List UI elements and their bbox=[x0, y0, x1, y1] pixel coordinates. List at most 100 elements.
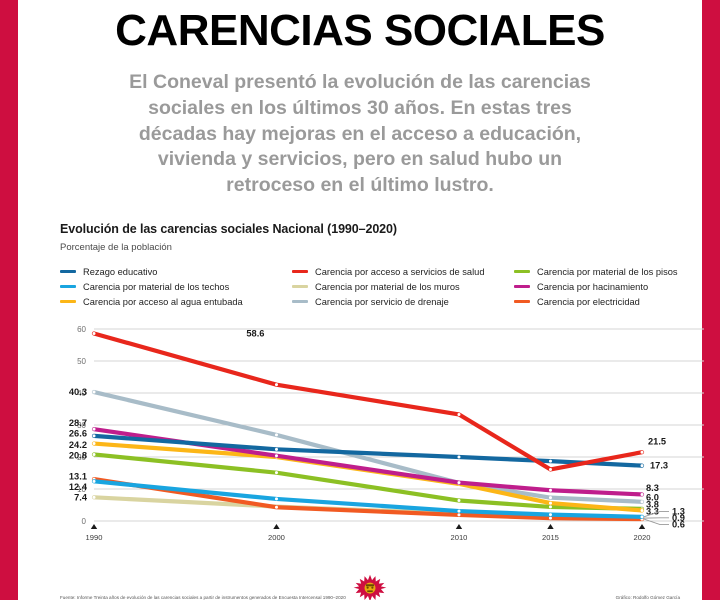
right-accent-bar bbox=[702, 0, 720, 600]
series-point bbox=[640, 450, 644, 454]
data-label-end: 6.0 bbox=[646, 492, 659, 502]
data-label-start: 20.8 bbox=[69, 451, 87, 461]
series-point bbox=[457, 481, 461, 485]
legend-swatch-icon bbox=[292, 284, 308, 289]
data-label-start: 26.6 bbox=[69, 429, 87, 439]
legend-label: Rezago educativo bbox=[83, 266, 158, 277]
content-area: CARENCIAS SOCIALES El Coneval presentó l… bbox=[18, 0, 704, 600]
x-axis-tick-label: 2020 bbox=[634, 533, 651, 542]
series-point bbox=[92, 479, 96, 483]
legend-swatch-icon bbox=[292, 269, 308, 274]
legend-swatch-icon bbox=[514, 284, 530, 289]
series-point bbox=[548, 496, 552, 500]
data-label-peak: 58.6 bbox=[246, 328, 264, 338]
series-point bbox=[548, 513, 552, 517]
legend-item[interactable]: Rezago educativo bbox=[60, 264, 292, 279]
data-label-start: 7.4 bbox=[74, 492, 88, 502]
legend-swatch-icon bbox=[292, 299, 308, 304]
series-point bbox=[548, 488, 552, 492]
series-point bbox=[92, 434, 96, 438]
data-label-start: 28.7 bbox=[69, 418, 87, 428]
series-point bbox=[274, 454, 278, 458]
series-point bbox=[457, 499, 461, 503]
legend-item[interactable]: Carencia por acceso a servicios de salud bbox=[292, 264, 514, 279]
series-point bbox=[548, 505, 552, 509]
series-point bbox=[274, 497, 278, 501]
legend-item[interactable]: Carencia por material de los muros bbox=[292, 279, 514, 294]
y-axis-tick-label: 20 bbox=[77, 453, 86, 462]
series-point bbox=[640, 492, 644, 496]
page-subtitle: El Coneval presentó la evolución de las … bbox=[129, 71, 591, 197]
x-axis-tick-label: 1990 bbox=[86, 533, 103, 542]
series-point bbox=[457, 513, 461, 517]
legend-label: Carencia por electricidad bbox=[537, 296, 640, 307]
legend-swatch-icon bbox=[514, 269, 530, 274]
legend-label: Carencia por hacinamiento bbox=[537, 281, 649, 292]
label-leader-line bbox=[643, 510, 669, 518]
data-label-start: 12.4 bbox=[69, 482, 88, 492]
legend-item[interactable]: Carencia por material de los techos bbox=[60, 279, 292, 294]
series-point bbox=[640, 508, 644, 512]
x-axis-tick-marker bbox=[638, 524, 646, 529]
series-point bbox=[92, 452, 96, 456]
y-axis-tick-label: 50 bbox=[77, 357, 86, 366]
series-point bbox=[92, 331, 96, 335]
y-axis-tick-label: 10 bbox=[77, 485, 86, 494]
series-point bbox=[640, 500, 644, 504]
chart-title: Evolución de las carencias sociales Naci… bbox=[60, 222, 397, 236]
x-axis-tick-marker bbox=[273, 524, 280, 529]
series-point bbox=[92, 442, 96, 446]
legend-item[interactable]: Carencia por acceso al agua entubada bbox=[60, 294, 292, 309]
series-point bbox=[640, 464, 644, 468]
footer: Fuente: Informe Treinta años de evolució… bbox=[60, 574, 680, 600]
data-label-end: 8.3 bbox=[646, 483, 659, 493]
y-axis-tick-label: 40 bbox=[77, 389, 86, 398]
legend-label: Carencia por acceso a servicios de salud bbox=[315, 266, 485, 277]
data-label-end: 0.9 bbox=[672, 513, 685, 523]
legend-swatch-icon bbox=[60, 299, 76, 304]
series-point bbox=[92, 495, 96, 499]
chart-block: Evolución de las carencias sociales Naci… bbox=[60, 222, 704, 549]
data-label-end: 3.3 bbox=[646, 507, 659, 517]
y-axis-tick-label: 60 bbox=[77, 325, 86, 334]
series-point bbox=[274, 505, 278, 509]
legend-item[interactable]: Carencia por electricidad bbox=[514, 294, 696, 309]
legend-item[interactable]: Carencia por servicio de drenaje bbox=[292, 294, 514, 309]
series-point bbox=[92, 390, 96, 394]
series-point bbox=[92, 427, 96, 431]
chart-subtitle: Porcentaje de la población bbox=[60, 242, 172, 253]
source-note: Fuente: Informe Treinta años de evolució… bbox=[60, 595, 346, 600]
data-label-end: 0.6 bbox=[672, 520, 685, 530]
legend-label: Carencia por servicio de drenaje bbox=[315, 296, 449, 307]
data-label-start: 13.1 bbox=[69, 472, 87, 482]
series-point bbox=[640, 515, 644, 519]
series-point bbox=[274, 471, 278, 475]
data-label-start: 24.2 bbox=[69, 440, 87, 450]
data-label-end: 17.3 bbox=[650, 461, 668, 471]
y-axis-tick-label: 30 bbox=[77, 421, 86, 430]
legend-item[interactable]: Carencia por material de los pisos bbox=[514, 264, 696, 279]
line-chart-svg: 0 10 20 30 40 50 60 1990 2000 2010 2015 2020 40.3 28.… bbox=[69, 325, 704, 542]
sun-crest-icon bbox=[353, 574, 387, 600]
legend-label: Carencia por material de los pisos bbox=[537, 266, 678, 277]
legend-item[interactable]: Carencia por hacinamiento bbox=[514, 279, 696, 294]
legend-label: Carencia por material de los techos bbox=[83, 281, 230, 292]
legend-swatch-icon bbox=[60, 284, 76, 289]
series-point bbox=[548, 459, 552, 463]
data-label-end: 1.3 bbox=[672, 506, 685, 516]
series-point bbox=[457, 412, 461, 416]
x-axis-tick-marker bbox=[547, 524, 554, 529]
series-point bbox=[457, 509, 461, 513]
left-accent-bar bbox=[0, 0, 18, 600]
series-point bbox=[548, 467, 552, 471]
series-point bbox=[548, 501, 552, 505]
x-axis-tick-label: 2010 bbox=[451, 533, 468, 542]
series-point bbox=[274, 433, 278, 437]
x-axis-tick-marker bbox=[455, 524, 463, 529]
credit-note: Gráfico: Rodolfo Gómez García bbox=[615, 595, 680, 600]
x-axis-tick-label: 2015 bbox=[542, 533, 559, 542]
legend-swatch-icon bbox=[60, 269, 76, 274]
chart-plot-area: 0 10 20 30 40 50 60 1990 2000 2010 2015 2020 40.3 28.… bbox=[60, 321, 720, 549]
data-label-start: 40.3 bbox=[69, 387, 87, 397]
